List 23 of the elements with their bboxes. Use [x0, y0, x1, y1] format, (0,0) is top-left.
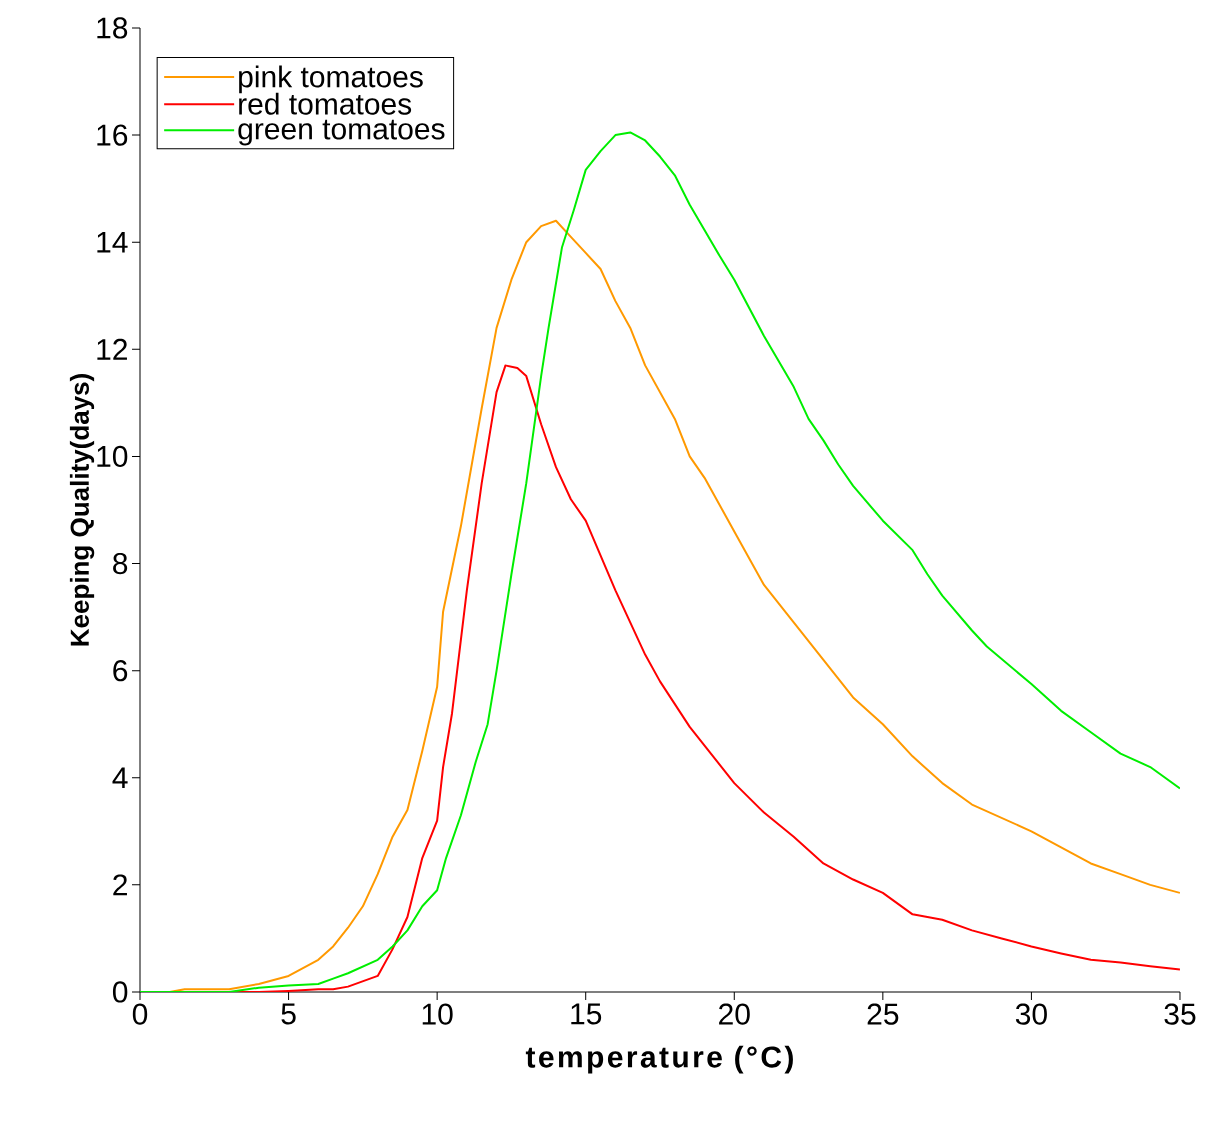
y-tick-label: 4 — [112, 767, 128, 789]
y-tick-label: 14 — [97, 231, 128, 253]
x-tick-label: 25 — [867, 1003, 899, 1025]
x-tick-label: 5 — [281, 1003, 296, 1025]
y-tick-label: 2 — [113, 874, 127, 896]
legend-label: pink tomatoes — [239, 65, 423, 94]
x-tick-label: 15 — [571, 1003, 602, 1025]
y-tick-label: 12 — [97, 338, 127, 360]
x-tick-label: 0 — [132, 1003, 148, 1025]
x-axis-title: temperature (°C) — [525, 1045, 793, 1074]
legend-label: red tomatoes — [239, 92, 412, 115]
y-axis-title: Keeping Quality(days) — [69, 374, 95, 646]
y-tick-label: 10 — [97, 445, 128, 468]
y-tick-label: 8 — [113, 552, 128, 575]
x-tick-label: 35 — [1164, 1003, 1196, 1025]
x-tick-label: 10 — [422, 1003, 453, 1025]
y-tick-label: 0 — [112, 981, 128, 1003]
y-tick-label: 6 — [113, 660, 128, 682]
y-tick-label: 16 — [97, 124, 128, 146]
x-tick-label: 30 — [1015, 1003, 1047, 1025]
y-tick-label: 18 — [97, 17, 128, 39]
x-tick-label: 20 — [719, 1003, 750, 1025]
legend-label: green tomatoes — [238, 119, 445, 146]
